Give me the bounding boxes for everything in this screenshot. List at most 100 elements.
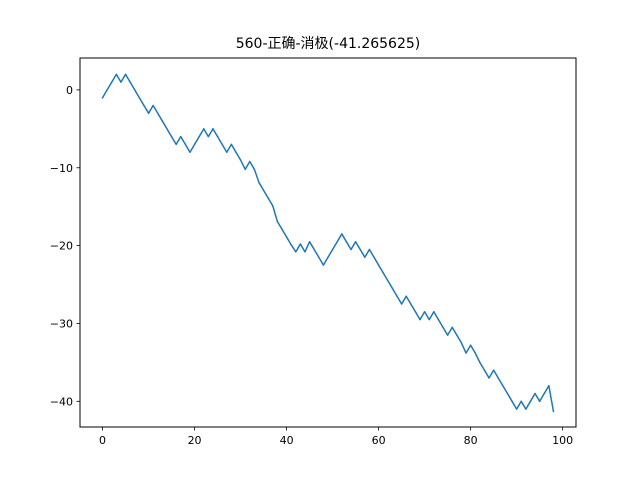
data-point	[258, 181, 260, 184]
data-point	[313, 248, 315, 251]
y-tick-label: −30	[50, 317, 73, 330]
data-point	[354, 241, 357, 243]
data-point	[212, 128, 214, 130]
data-point	[152, 104, 154, 107]
data-point	[299, 243, 302, 245]
data-point	[552, 410, 555, 413]
data-point	[111, 81, 113, 83]
data-point	[129, 81, 131, 83]
data-point	[465, 352, 467, 354]
data-point	[235, 151, 237, 153]
data-point	[189, 151, 191, 153]
data-point	[327, 256, 329, 258]
data-point	[483, 369, 486, 371]
data-point	[170, 135, 173, 138]
data-point	[253, 168, 256, 171]
x-tick-label: 0	[99, 434, 106, 447]
data-point	[414, 311, 417, 313]
data-point	[134, 89, 136, 91]
x-tick-label: 100	[552, 434, 573, 447]
data-point	[244, 168, 246, 171]
data-point	[387, 279, 389, 282]
data-point	[433, 311, 435, 313]
x-tick-label: 40	[280, 434, 294, 447]
data-point	[157, 112, 159, 114]
data-point	[506, 392, 509, 395]
y-tick-label: 0	[66, 84, 73, 97]
data-point	[350, 248, 352, 251]
data-point	[538, 400, 541, 403]
data-point	[377, 264, 380, 266]
y-tick-label: −20	[50, 240, 73, 253]
data-point	[410, 303, 412, 305]
data-point	[428, 318, 430, 321]
data-point	[469, 344, 472, 346]
data-point	[423, 311, 426, 313]
chart-title: 560-正确-消极(-41.265625)	[236, 36, 421, 52]
data-point	[115, 73, 118, 76]
data-point	[216, 135, 219, 138]
data-point	[534, 392, 536, 395]
data-point	[520, 400, 522, 403]
data-point	[460, 342, 463, 344]
data-point	[548, 385, 550, 387]
data-point	[405, 295, 407, 297]
data-point	[364, 256, 366, 258]
data-point	[497, 377, 499, 379]
plot-area	[101, 73, 555, 413]
x-tick-label: 60	[372, 434, 386, 447]
data-point	[322, 264, 325, 266]
data-point	[474, 352, 476, 354]
data-point	[198, 135, 200, 138]
data-point	[502, 385, 504, 387]
data-point	[295, 251, 297, 253]
data-point	[373, 256, 375, 258]
data-point	[451, 326, 453, 329]
data-point	[207, 135, 210, 138]
data-point	[359, 248, 361, 251]
data-point	[442, 326, 444, 329]
data-point	[511, 400, 513, 403]
data-point	[161, 120, 164, 122]
data-point	[529, 400, 532, 403]
data-point	[382, 272, 384, 274]
data-point	[396, 295, 398, 297]
data-point	[101, 97, 104, 99]
data-point	[304, 251, 306, 253]
data-point	[456, 334, 458, 336]
data-point	[400, 303, 403, 305]
data-point	[290, 244, 292, 246]
x-tick-label: 80	[464, 434, 478, 447]
data-point	[193, 143, 196, 146]
data-point	[281, 228, 283, 230]
data-point	[143, 104, 145, 107]
data-point	[391, 287, 394, 290]
data-point	[221, 143, 223, 146]
data-point	[437, 318, 440, 321]
data-point	[446, 334, 449, 336]
data-point	[203, 128, 205, 130]
data-point	[175, 143, 177, 146]
data-point	[368, 248, 371, 251]
x-tick-label: 20	[188, 434, 202, 447]
data-point	[336, 241, 338, 243]
data-point	[331, 248, 334, 251]
data-point	[276, 220, 279, 223]
data-point	[345, 241, 348, 243]
data-point	[525, 408, 527, 410]
data-point	[267, 197, 269, 199]
data-point	[138, 97, 141, 99]
data-point	[226, 151, 228, 153]
data-point	[262, 189, 265, 192]
axes: 0 20 40 60 80 100 0 −10 −20 −30 −40	[50, 84, 573, 447]
data-point	[318, 256, 320, 258]
data-point	[479, 361, 481, 364]
data-point	[184, 143, 187, 146]
data-point	[230, 143, 233, 146]
axes-frame	[79, 57, 577, 428]
data-point	[308, 241, 311, 243]
data-point	[272, 205, 274, 207]
data-point	[492, 369, 495, 371]
